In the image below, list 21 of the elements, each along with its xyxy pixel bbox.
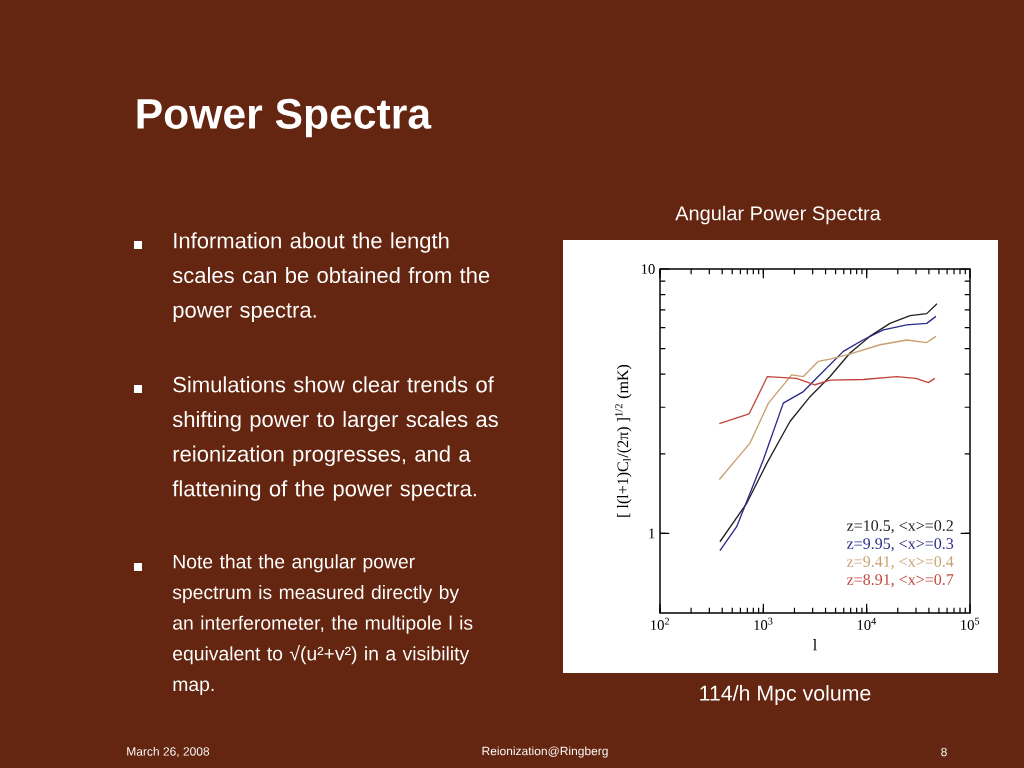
- text: Power Spectra: [137, 98, 432, 138]
- text: 8: [941, 747, 947, 757]
- text: z=10.5, <x>=0.2: [847, 520, 953, 534]
- y-tick-label: 10: [641, 264, 655, 274]
- text: March 26, 2008: [127, 746, 210, 758]
- x-axis-title: l: [813, 639, 817, 651]
- y-tick-label: 1: [649, 528, 655, 539]
- chart-subtitle: Angular Power Spectra: [675, 205, 881, 225]
- text: z=9.95, <x>=0.3: [847, 538, 954, 552]
- x-tick-label: 10$^{5}$: [961, 617, 980, 630]
- text: Reionization@Ringberg: [482, 746, 608, 758]
- y-axis-title: [ l(l+1)C$_{l}$/(2π) ]$^{1/2}$ (mK): [615, 364, 632, 517]
- text: z=9.41, <x>=0.4: [847, 556, 954, 570]
- text: z=8.91, <x>=0.7: [847, 574, 954, 588]
- text: Note that the angular power spectrum is measured directly by an interferometer, the multipole l is equivalent to √(u²+v²) in a visibility map.: [172, 554, 473, 695]
- x-tick-label: 10$^{3}$: [754, 617, 773, 630]
- x-tick-label: 10$^{2}$: [651, 617, 669, 630]
- text: 114/h Mpc volume: [700, 685, 871, 705]
- text: Simulations show clear trends of shifting power to larger scales as reionization progresses, and a flattening of the power spectra.: [172, 376, 498, 501]
- x-tick-label: 10$^{4}$: [857, 617, 877, 630]
- text: Information about the length scales can be obtained from the power spectra.: [172, 232, 490, 323]
